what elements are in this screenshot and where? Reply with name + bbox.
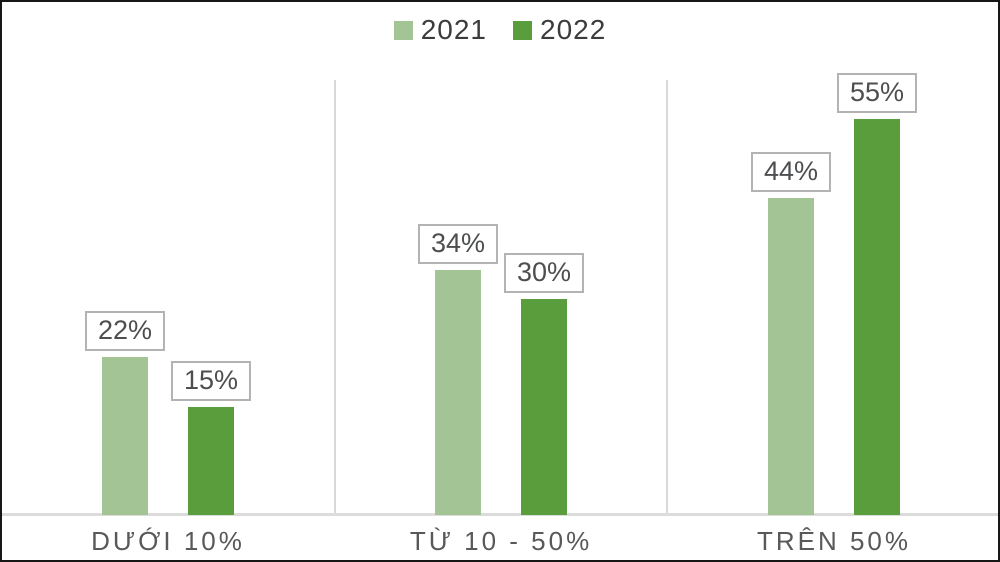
x-axis-line	[2, 513, 998, 516]
category-label-1: TỪ 10 - 50%	[409, 526, 593, 556]
legend-label-2021: 2021	[420, 14, 487, 45]
value-label-2022-0: 15%	[170, 361, 252, 401]
legend-swatch-2022-icon	[513, 20, 532, 40]
bar-2021-2	[768, 198, 814, 515]
bar-2022-1	[521, 299, 567, 515]
legend-item-2021: 2021	[393, 14, 487, 46]
legend-swatch-2021-icon	[393, 20, 413, 40]
panel-divider	[334, 80, 336, 515]
value-label-2021-2: 44%	[750, 152, 832, 192]
value-label-2021-1: 34%	[417, 224, 499, 264]
value-label-2022-2: 55%	[836, 73, 918, 113]
bar-2021-1	[435, 270, 481, 515]
legend: 2021 2022	[2, 14, 998, 46]
category-label-0: DƯỚI 10%	[91, 526, 245, 556]
bar-2022-2	[854, 119, 900, 515]
legend-item-2022: 2022	[513, 14, 606, 46]
bar-2022-0	[188, 407, 234, 515]
legend-label-2022: 2022	[540, 14, 607, 45]
panel-divider	[666, 80, 668, 515]
bar-2021-0	[102, 357, 148, 515]
category-label-2: TRÊN 50%	[756, 526, 912, 556]
value-label-2021-0: 22%	[84, 311, 166, 351]
value-label-2022-1: 30%	[503, 253, 585, 293]
